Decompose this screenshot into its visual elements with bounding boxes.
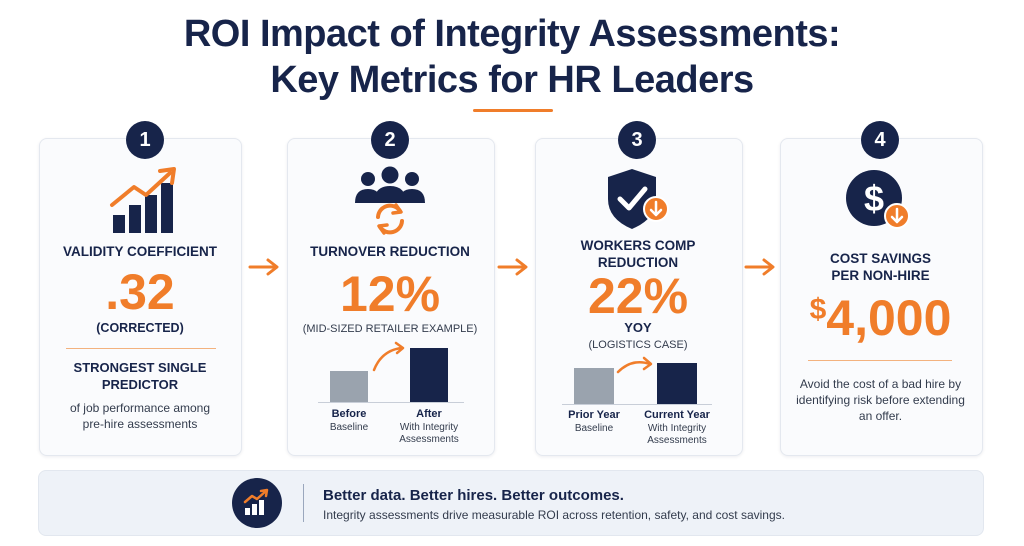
metric-label: TURNOVER REDUCTION (310, 244, 470, 259)
step-badge-4: 4 (861, 121, 899, 159)
step-badge-3: 3 (618, 121, 656, 159)
footer-text: Integrity assessments drive measurable R… (323, 508, 785, 522)
footer-divider (303, 484, 304, 522)
metric-label: WORKERS COMP (580, 238, 696, 253)
divider (66, 348, 216, 349)
bar-sublabel: Assessments (399, 434, 459, 445)
description-text: Avoid the cost of a bad hire by (799, 377, 962, 391)
highlight-text: PREDICTOR (101, 377, 179, 392)
bar-label: Current Year (644, 409, 710, 421)
footer-icon-circle (232, 478, 282, 528)
bar-sublabel: Assessments (647, 435, 707, 446)
team-cycle-icon (355, 166, 425, 235)
metric-label: VALIDITY COEFFICIENT (62, 244, 217, 259)
arrow-right-icon (497, 258, 528, 276)
metric-value-note: (LOGISTICS CASE) (588, 339, 688, 351)
svg-text:$: $ (864, 178, 884, 219)
arrow-right-icon (248, 258, 279, 276)
metric-label: REDUCTION (597, 255, 679, 270)
metric-value: 22% (587, 268, 689, 324)
dollar-down-icon: $ (846, 170, 910, 229)
page-title-line1: ROI Impact of Integrity Assessments: (183, 13, 841, 55)
step-badge-1: 1 (126, 121, 164, 159)
metric-value-note: (CORRECTED) (96, 321, 184, 335)
bar-current-year (657, 363, 697, 404)
metric-value: $4,000 (790, 290, 971, 346)
bar-sublabel: With Integrity (647, 423, 707, 434)
metric-value: .32 (105, 264, 175, 320)
trend-arrow-icon (616, 356, 653, 374)
trend-arrow-icon (372, 341, 405, 372)
page-title-line2: Key Metrics for HR Leaders (270, 59, 754, 101)
shield-check-icon (608, 169, 669, 229)
title-underline (473, 109, 553, 112)
metric-label: COST SAVINGS (829, 251, 931, 266)
description-text: of job performance among (69, 401, 211, 415)
bar-prior-year (574, 368, 614, 404)
currency-symbol: $ (809, 293, 827, 326)
metric-label: PER NON-HIRE (831, 268, 930, 283)
baseline-axis (318, 402, 464, 403)
bar-sublabel: Baseline (329, 422, 369, 433)
highlight-text: STRONGEST SINGLE (73, 360, 207, 375)
bar-label: Prior Year (568, 409, 620, 421)
baseline-axis (562, 404, 712, 405)
bar-sublabel: Baseline (574, 423, 614, 434)
bar-label: After (416, 408, 442, 420)
growth-chart-icon (110, 167, 176, 233)
metric-value-note: (MID-SIZED RETAILER EXAMPLE) (302, 323, 478, 335)
metric-value-number: 4,000 (826, 290, 952, 346)
bar-before (330, 371, 368, 402)
arrow-right-icon (744, 258, 775, 276)
divider (808, 360, 952, 361)
bar-sublabel: With Integrity (399, 422, 459, 433)
footer-banner (38, 470, 984, 536)
growth-chart-icon (243, 488, 269, 515)
bar-after (410, 348, 448, 402)
footer-title: Better data. Better hires. Better outcom… (323, 487, 624, 504)
metric-value-sub: YOY (624, 320, 652, 335)
description-text: pre-hire assessments (82, 417, 198, 431)
step-badge-2: 2 (371, 121, 409, 159)
description-text: an offer. (858, 409, 903, 423)
description-text: identifying risk before extending (796, 393, 965, 407)
bar-label: Before (331, 408, 367, 420)
metric-value: 12% (339, 266, 441, 322)
